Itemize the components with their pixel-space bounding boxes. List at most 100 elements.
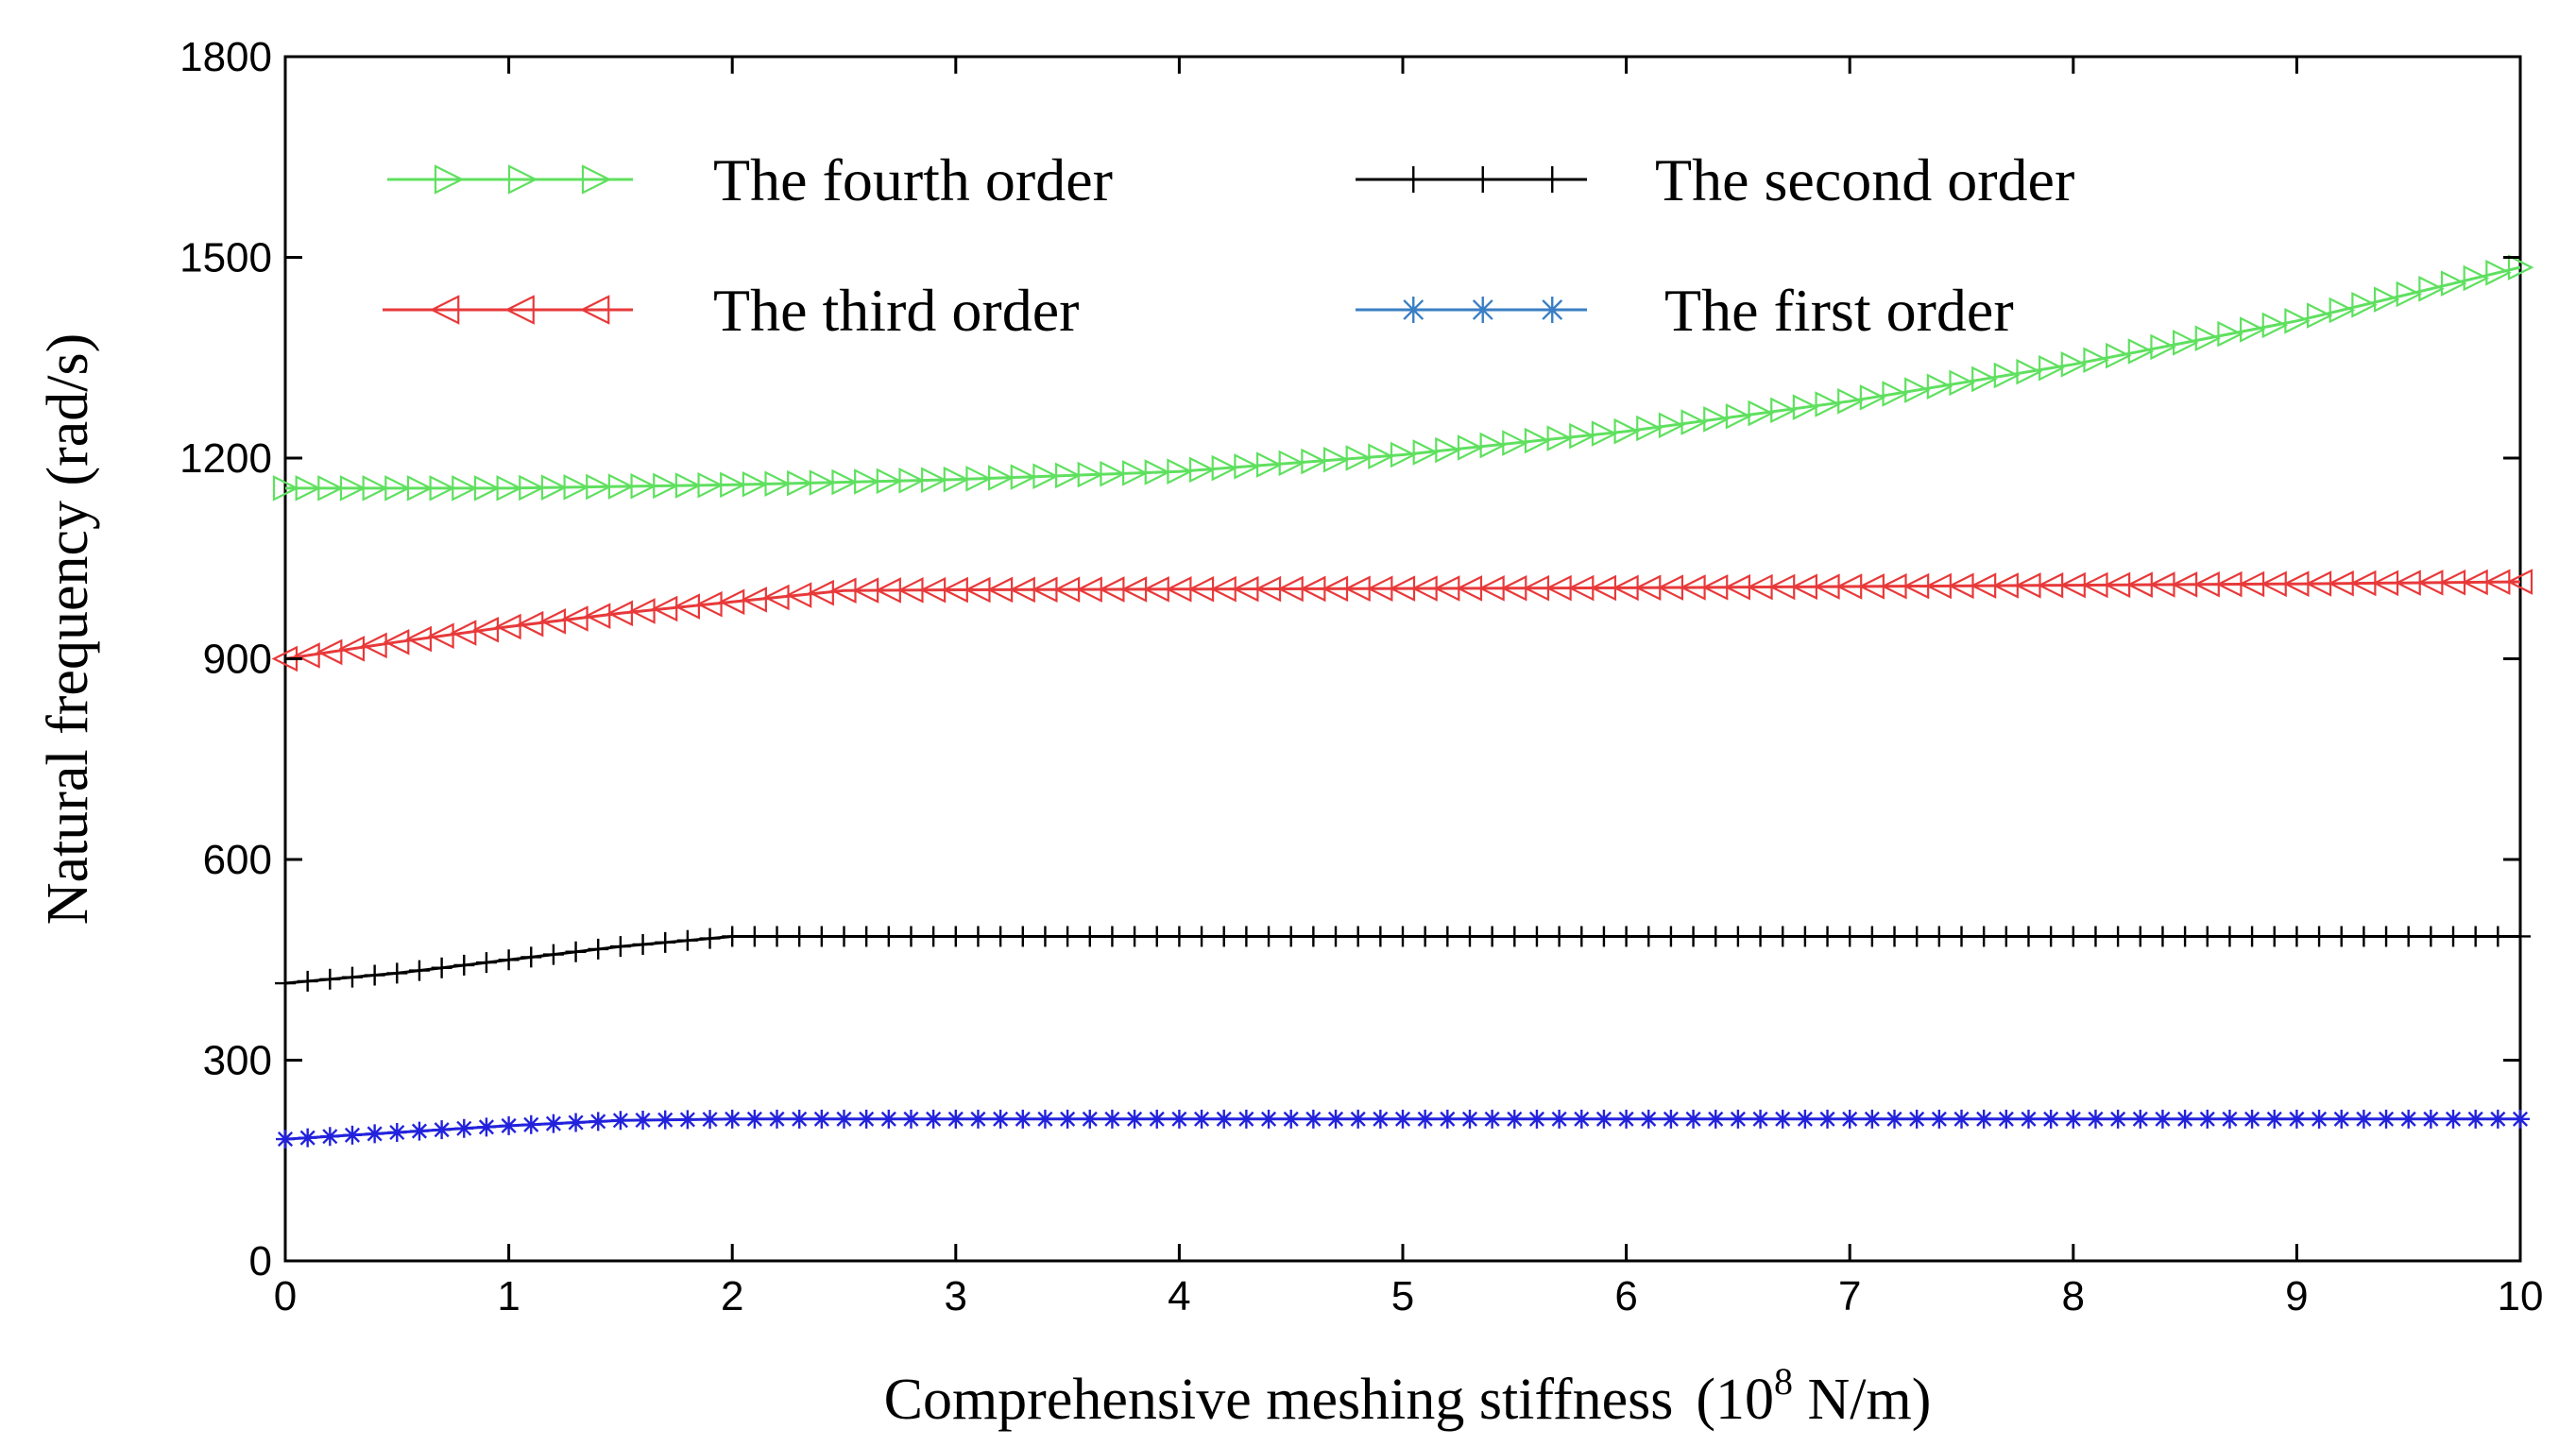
- series-marker: [1301, 448, 1327, 475]
- series-marker: [499, 1115, 519, 1135]
- series-marker: [763, 584, 790, 611]
- series-marker: [338, 636, 366, 662]
- series-marker: [1457, 434, 1484, 461]
- series-marker: [943, 466, 970, 493]
- series-marker: [1706, 1109, 1726, 1129]
- x-axis-unit-tail: N/m): [1793, 1368, 1931, 1432]
- series-marker: [1188, 456, 1216, 484]
- series-marker: [1770, 397, 1797, 424]
- series-marker: [2443, 926, 2465, 947]
- series-marker: [2421, 1109, 2441, 1129]
- series-marker: [1546, 425, 1574, 451]
- series-marker: [563, 474, 590, 501]
- series-marker: [1214, 1109, 1234, 1129]
- series-marker: [2018, 926, 2039, 947]
- series-marker: [429, 475, 456, 502]
- legend-marker: [429, 295, 460, 325]
- series-marker: [2397, 926, 2419, 947]
- series-marker: [319, 968, 341, 990]
- series-marker: [1591, 420, 1618, 447]
- series-marker: [584, 603, 611, 629]
- series-marker: [1255, 451, 1283, 478]
- series-marker: [2329, 297, 2356, 324]
- series-marker: [450, 620, 477, 646]
- series-marker: [609, 936, 631, 958]
- series-marker: [988, 465, 1015, 491]
- series-marker: [364, 964, 385, 986]
- series-marker: [1101, 926, 1123, 947]
- series-marker: [565, 941, 587, 962]
- series-marker: [2152, 926, 2174, 947]
- series-marker: [1124, 926, 1146, 947]
- series-marker: [1772, 926, 1794, 947]
- series-marker: [2284, 308, 2311, 334]
- series-marker: [2465, 926, 2486, 947]
- series-marker: [629, 598, 656, 624]
- series-marker: [1615, 926, 1637, 947]
- series-marker: [2398, 1109, 2418, 1129]
- x-tick-label: 5: [1391, 1273, 1414, 1319]
- legend-marker: [1539, 297, 1566, 323]
- series-marker: [1815, 391, 1841, 417]
- series-marker: [653, 472, 679, 500]
- series-marker: [767, 1109, 787, 1129]
- series-marker: [472, 616, 500, 643]
- series-line: [284, 580, 2521, 660]
- series-marker: [742, 470, 769, 498]
- series-marker: [1728, 1109, 1748, 1129]
- series-marker: [521, 1114, 541, 1134]
- series-marker: [1594, 1109, 1613, 1129]
- x-axis-label-text: Comprehensive meshing stiffness: [884, 1368, 1674, 1432]
- series-marker: [1505, 1109, 1525, 1129]
- x-tick-label: 10: [2498, 1273, 2544, 1319]
- series-marker: [2264, 1109, 2284, 1129]
- series-marker: [2310, 1109, 2329, 1129]
- series-marker: [1973, 926, 1995, 947]
- series-marker: [1035, 1109, 1055, 1129]
- series-marker: [1280, 926, 1302, 947]
- x-tick-label: 4: [1168, 1273, 1190, 1319]
- series-marker: [1703, 406, 1730, 433]
- series-2: [275, 926, 2531, 995]
- series-marker: [2173, 330, 2199, 356]
- series-marker: [2331, 1109, 2351, 1129]
- series-marker: [1191, 926, 1213, 947]
- series-marker: [1929, 1109, 1949, 1129]
- legend-label: The first order: [1664, 277, 2014, 344]
- series-marker: [341, 966, 363, 988]
- series-marker: [589, 1112, 608, 1131]
- series-marker: [2440, 270, 2467, 297]
- series-marker: [676, 929, 698, 951]
- legend-marker: [1400, 166, 1427, 193]
- series-marker: [1392, 926, 1413, 947]
- series-marker: [1370, 926, 1391, 947]
- series-marker: [1817, 1109, 1837, 1129]
- series-marker: [1303, 926, 1324, 947]
- series-marker: [1817, 926, 1838, 947]
- y-tick-label: 1500: [179, 235, 272, 281]
- series-marker: [2197, 1109, 2217, 1129]
- series-marker: [1435, 436, 1461, 464]
- legend-marker: [1400, 297, 1427, 323]
- series-marker: [1012, 926, 1033, 947]
- series-marker: [1683, 1109, 1703, 1129]
- series-marker: [428, 622, 454, 650]
- series-marker: [924, 1109, 944, 1129]
- series-marker: [1524, 427, 1551, 454]
- legend-marker: [579, 295, 610, 325]
- series-marker: [2194, 325, 2222, 351]
- series-marker: [1952, 1109, 1971, 1129]
- series-marker: [743, 926, 765, 947]
- series-marker: [1951, 926, 1972, 947]
- series-marker: [2376, 926, 2397, 947]
- series-marker: [2306, 302, 2333, 329]
- series-marker: [2487, 926, 2509, 947]
- series-marker: [831, 468, 858, 496]
- series-marker: [857, 1109, 877, 1129]
- series-marker: [699, 927, 721, 949]
- series-marker: [2488, 1109, 2508, 1129]
- series-marker: [1348, 1109, 1368, 1129]
- series-marker: [945, 926, 966, 947]
- series-marker: [2353, 926, 2375, 947]
- x-tick-label: 1: [497, 1273, 520, 1319]
